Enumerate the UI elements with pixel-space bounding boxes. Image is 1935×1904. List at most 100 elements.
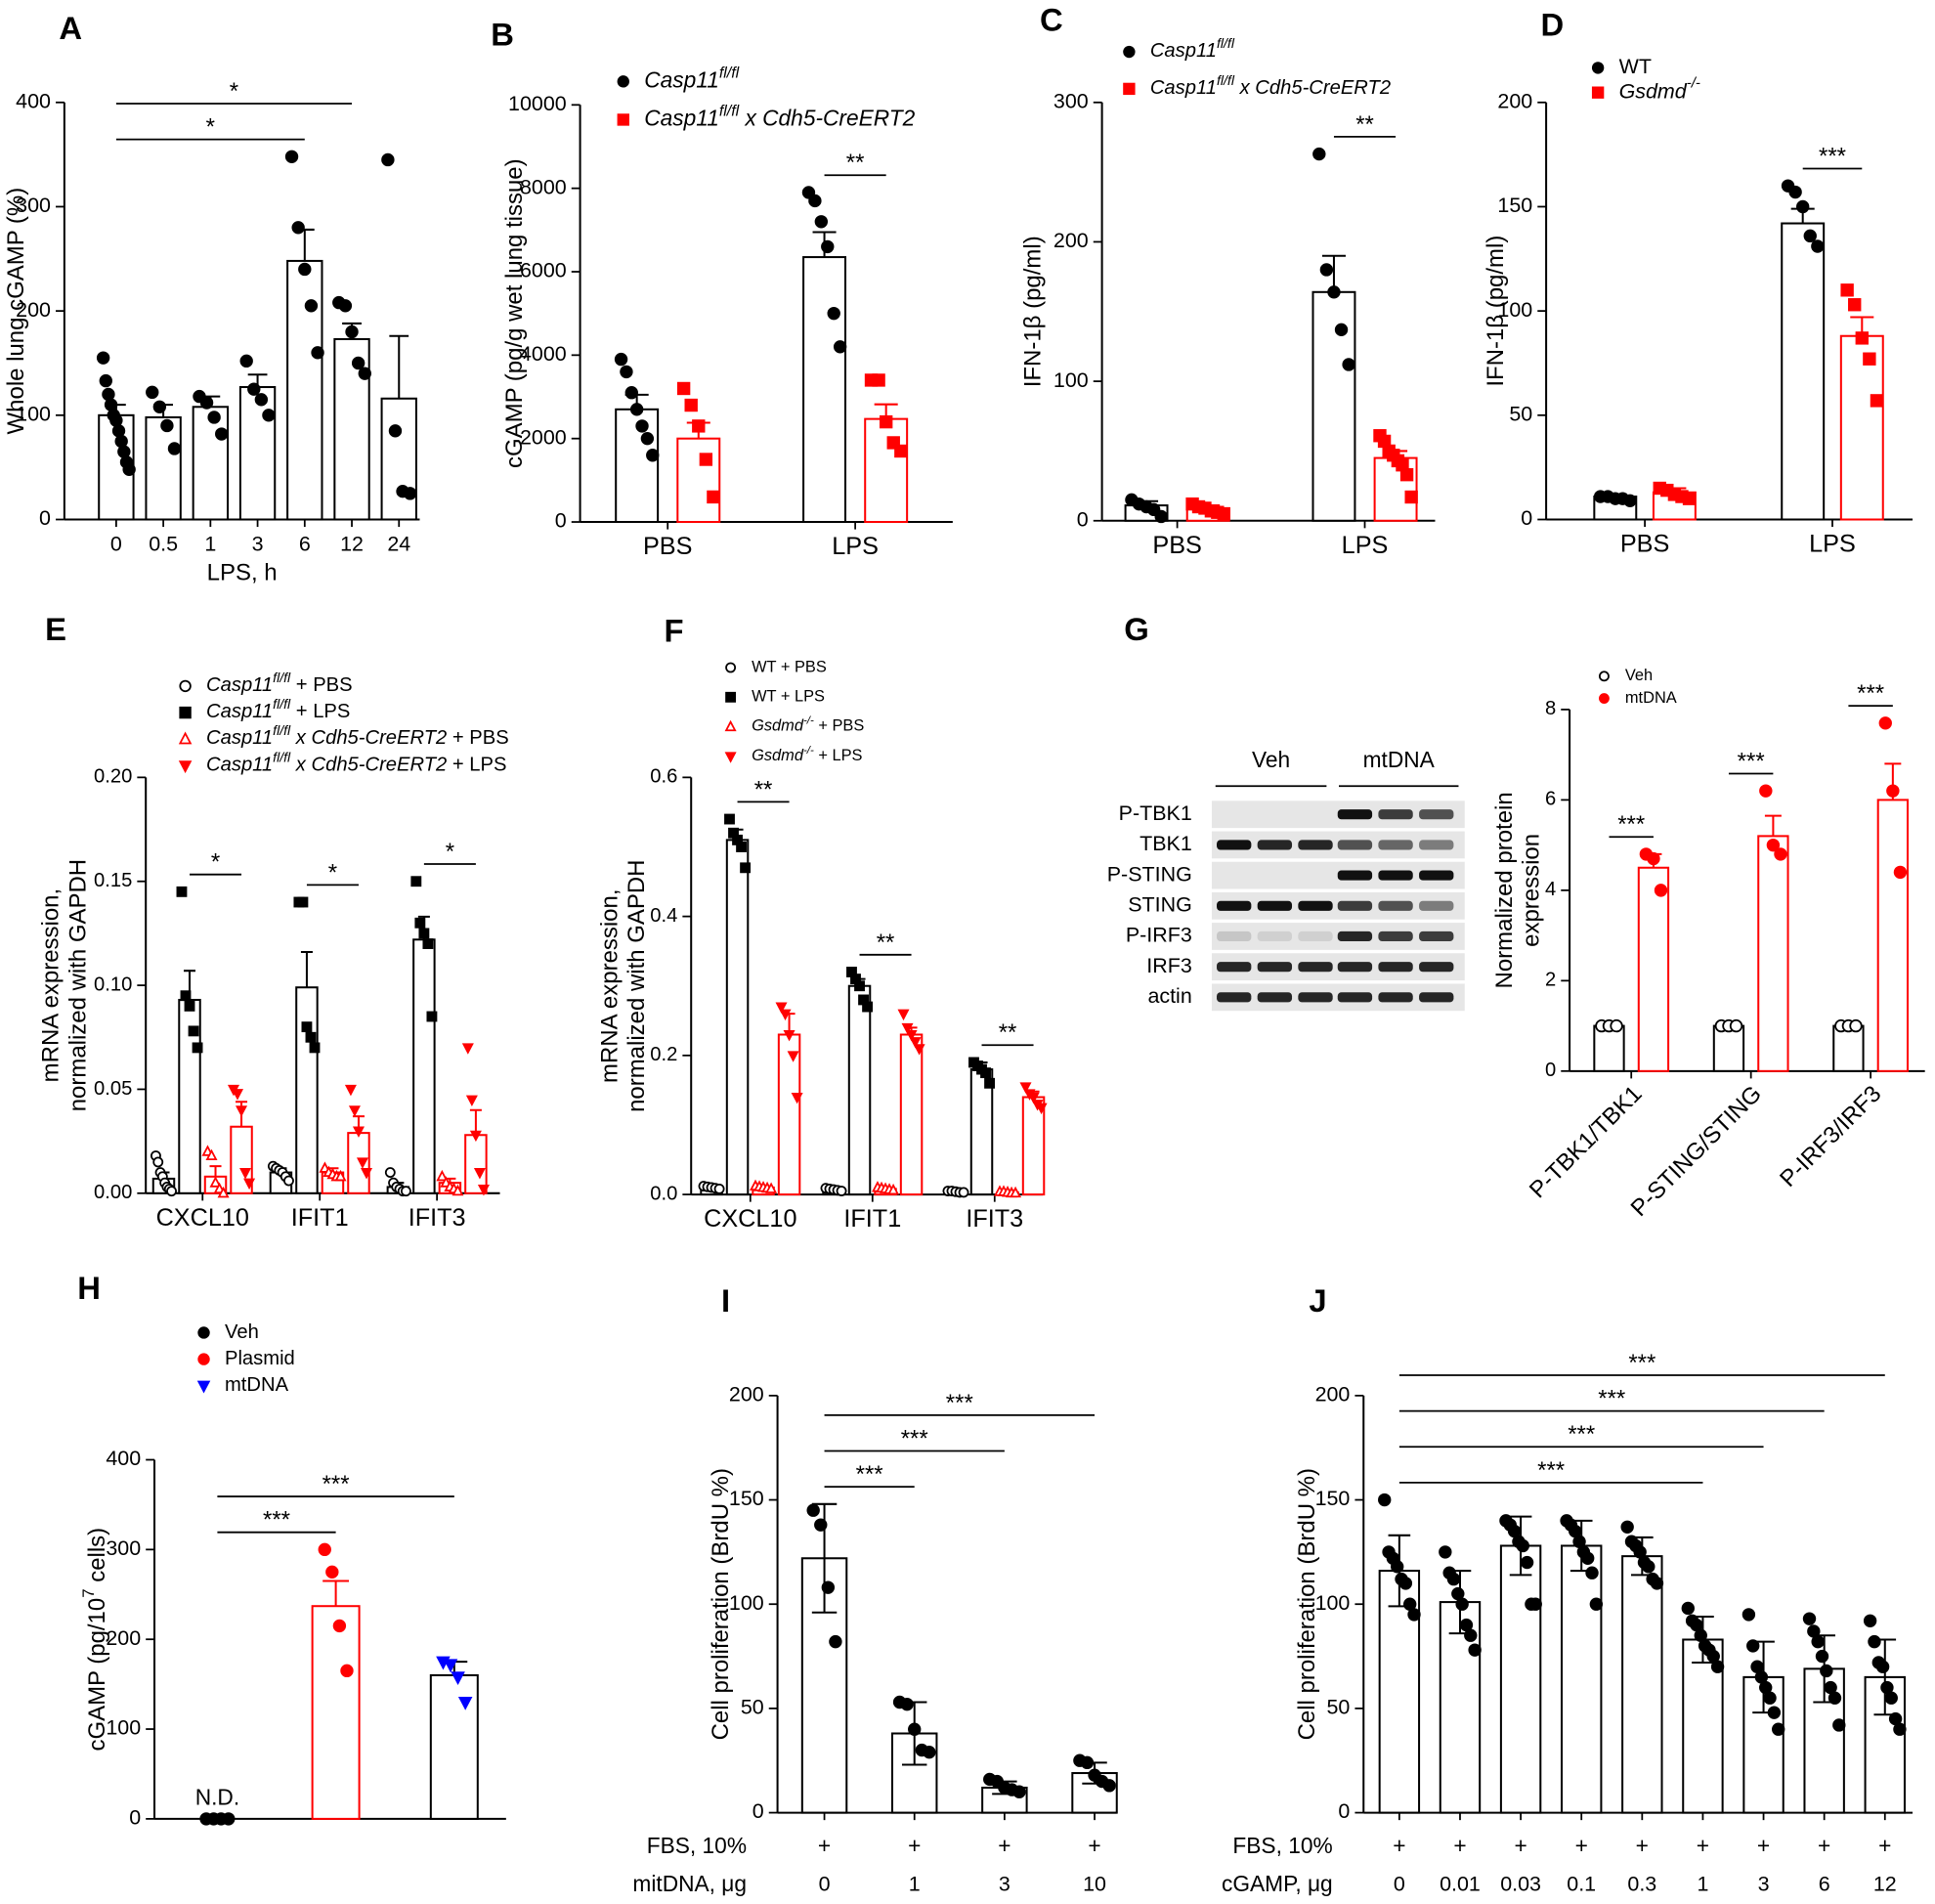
data-point: [443, 1659, 458, 1673]
significance-label: **: [999, 1019, 1017, 1046]
data-point: [1398, 1577, 1413, 1590]
data-point: [894, 444, 908, 458]
data-point: [1589, 1597, 1604, 1611]
data-point: [814, 215, 829, 229]
bar: [412, 938, 436, 1194]
y-axis-label: normalized with GAPDH: [64, 859, 91, 1111]
significance-label: *: [206, 114, 215, 141]
text-part: x Cdh5-CreERT2: [1234, 77, 1391, 99]
data-point: [1610, 1018, 1623, 1033]
data-point: [99, 373, 112, 388]
data-point: [1767, 1706, 1782, 1719]
data-point: [122, 462, 136, 476]
bar: [464, 1134, 488, 1194]
data-point: [301, 1021, 313, 1033]
significance-label: **: [1355, 111, 1374, 138]
data-point: [1623, 494, 1637, 507]
legend-label: WT + PBS: [752, 658, 827, 675]
y-tick-label: 200: [1315, 1383, 1351, 1406]
y-tick-label: 4: [1545, 879, 1556, 900]
data-point: [215, 427, 229, 441]
data-point: [1840, 283, 1854, 297]
data-point: [827, 306, 840, 321]
row-value: +: [818, 1833, 831, 1858]
blot-band: [1298, 840, 1333, 850]
data-point: [1811, 1634, 1825, 1649]
significance-label: *: [230, 78, 238, 105]
text-part: Casp11: [206, 701, 273, 722]
bar: [802, 256, 847, 524]
data-point: [291, 221, 305, 235]
text-part: x Cdh5-CreERT2: [290, 755, 447, 776]
legend-label: Gsdmd-/- + LPS: [752, 745, 862, 764]
data-point: [352, 1126, 365, 1138]
y-axis-label: Cell proliferation (BrdU %): [1294, 1468, 1320, 1740]
bar: [1373, 456, 1418, 522]
data-point: [422, 938, 434, 949]
blot-band: [1217, 809, 1251, 819]
text-part: 7: [79, 1588, 98, 1597]
data-point: [243, 1178, 256, 1190]
blot-band: [1217, 962, 1252, 973]
legend-label: Plasmid: [225, 1348, 295, 1369]
x-tick-label: P-STING/STING: [1626, 1081, 1767, 1222]
legend-label: Casp11fl/fl x Cdh5-CreERT2: [644, 103, 915, 130]
y-tick-label: 200: [729, 1383, 764, 1406]
x-tick-label: 0.01: [1440, 1873, 1481, 1896]
y-tick-label: 0: [129, 1806, 141, 1830]
text-part: Casp11: [644, 66, 719, 92]
data-point: [814, 1518, 828, 1532]
y-tick-label: 0: [1338, 1799, 1350, 1823]
text-part: fl/fl: [1217, 72, 1235, 88]
text-part: + LPS: [814, 747, 863, 764]
blot-band: [1298, 962, 1333, 973]
data-point: [1642, 1560, 1656, 1574]
y-tick-label: 0: [752, 1799, 764, 1823]
data-point: [787, 1051, 799, 1062]
data-point: [188, 1025, 199, 1037]
panel-label: G: [1124, 611, 1149, 647]
y-tick-label: 100: [1054, 368, 1089, 392]
data-point: [740, 862, 752, 874]
bar: [380, 397, 417, 521]
x-tick-label: PBS: [1620, 531, 1670, 558]
bar: [145, 415, 182, 521]
text-part: + PBS: [814, 717, 865, 735]
y-tick-label: 0.4: [650, 905, 677, 927]
data-point: [1012, 1785, 1026, 1798]
data-point: [1591, 62, 1605, 74]
text-part: Casp11: [206, 728, 273, 750]
y-tick-label: 200: [16, 298, 51, 322]
significance-label: ***: [1617, 811, 1645, 838]
data-point: [779, 1009, 792, 1021]
data-point: [1848, 298, 1862, 312]
data-point: [897, 1009, 910, 1021]
y-axis-label: Cell proliferation (BrdU %): [708, 1468, 734, 1740]
bar: [1621, 1555, 1663, 1814]
data-point: [1742, 1608, 1756, 1622]
y-axis-label: cGAMP (pg/g wet lung tissue): [501, 158, 528, 468]
blot-band: [1337, 870, 1373, 881]
legend-label: mtDNA: [1625, 689, 1677, 707]
text-part: Casp11: [644, 105, 719, 130]
y-tick-label: 100: [729, 1591, 764, 1615]
data-point: [199, 396, 214, 410]
x-tick-label: LPS: [1342, 532, 1389, 559]
data-point: [1855, 331, 1869, 345]
x-tick-label: 1: [909, 1873, 921, 1896]
blot-band: [1337, 992, 1373, 1003]
data-point: [469, 1130, 482, 1143]
data-point: [477, 1185, 490, 1196]
data-point: [624, 386, 638, 400]
blot-band: [1378, 840, 1413, 850]
data-point: [1893, 1722, 1907, 1736]
row-value: +: [998, 1833, 1010, 1858]
data-point: [1516, 1538, 1529, 1553]
data-point: [311, 346, 324, 360]
data-point: [1681, 1601, 1695, 1616]
data-point: [348, 1105, 361, 1117]
data-point: [1591, 86, 1605, 99]
data-point: [1803, 229, 1817, 243]
error-bar: [209, 1165, 222, 1177]
data-point: [1404, 490, 1418, 504]
